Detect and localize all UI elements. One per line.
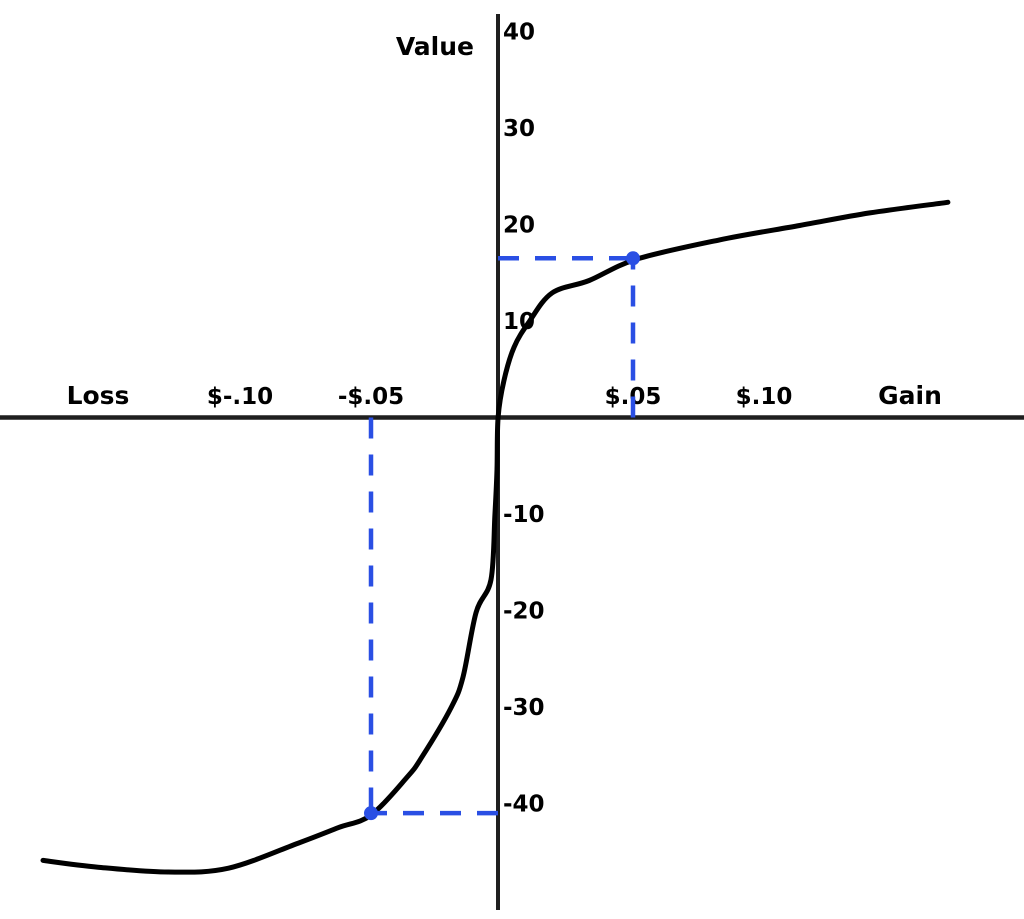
y-tick-label: 30 <box>503 116 535 142</box>
y-tick-label: -40 <box>503 792 545 818</box>
y-tick-label: -10 <box>503 502 545 528</box>
x-axis-loss-label: Loss <box>67 381 130 410</box>
y-tick-label: 40 <box>503 20 535 46</box>
x-tick-label: $-.10 <box>207 384 273 410</box>
guide-lines <box>368 256 636 816</box>
x-tick-label: -$.05 <box>338 384 404 410</box>
y-axis-title: Value <box>396 32 474 61</box>
highlighted-points <box>364 251 640 821</box>
y-tick-label: -20 <box>503 599 545 625</box>
value-function-curve <box>40 199 951 875</box>
data-point <box>364 806 378 821</box>
data-point <box>626 251 640 266</box>
y-tick-label: -30 <box>503 695 545 721</box>
y-tick-label: 20 <box>503 213 535 239</box>
x-tick-label: $.10 <box>736 384 793 410</box>
x-axis-gain-label: Gain <box>878 381 942 410</box>
